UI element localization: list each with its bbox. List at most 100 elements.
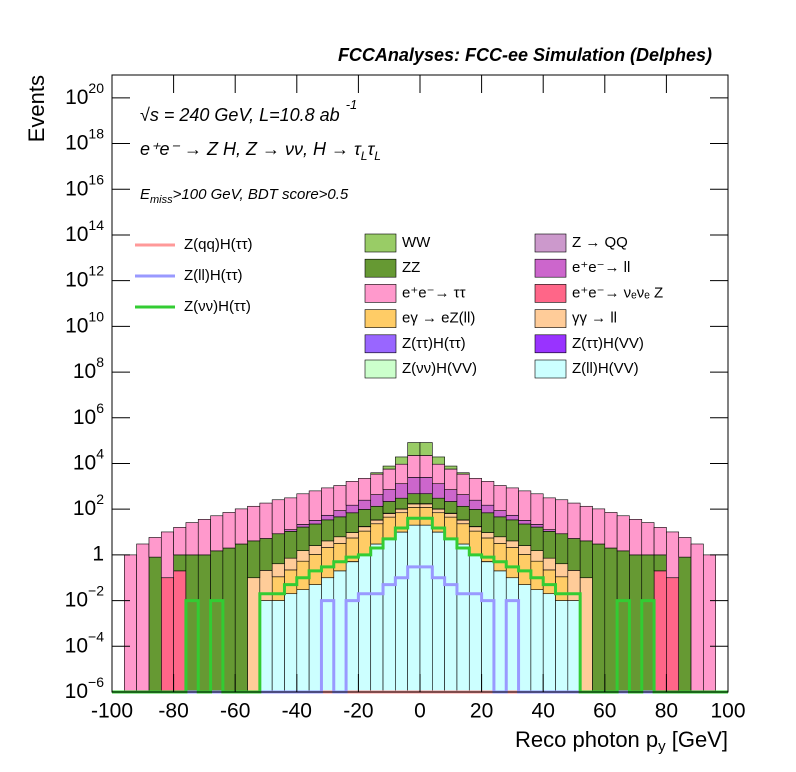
hist-bar xyxy=(456,519,470,525)
y-tick-label: 1 xyxy=(92,542,104,565)
hist-bar xyxy=(481,561,495,693)
hist-bar xyxy=(653,570,667,693)
hist-bar xyxy=(666,577,680,693)
hist-bar xyxy=(604,512,618,549)
hist-bar xyxy=(505,540,519,548)
hist-bar xyxy=(604,547,618,693)
hist-bar xyxy=(259,570,273,601)
legend-label: Z(νν)H(ττ) xyxy=(184,298,251,315)
hist-bar xyxy=(518,545,532,555)
hist-bar xyxy=(358,499,372,510)
hist-bar xyxy=(333,570,347,693)
legend-swatch xyxy=(364,359,397,379)
hist-bar xyxy=(505,577,519,693)
legend-swatch xyxy=(364,284,397,303)
hist-bar xyxy=(419,503,433,508)
y-tick-label: 1020 xyxy=(65,80,104,109)
legend-swatch xyxy=(534,334,567,354)
y-tick-exponent: 10 xyxy=(88,308,104,324)
hist-bar xyxy=(493,570,507,693)
hist-bar xyxy=(542,557,556,571)
hist-bar xyxy=(296,526,310,551)
hist-bar xyxy=(493,510,507,518)
hist-bar xyxy=(296,589,310,693)
legend-label: Z(ll)H(ττ) xyxy=(184,267,243,284)
hist-bar xyxy=(358,477,372,501)
y-tick-base: 10 xyxy=(65,588,88,611)
hist-bar xyxy=(444,516,458,540)
hist-bar xyxy=(444,513,458,518)
hist-bar xyxy=(530,550,544,562)
hist-bar xyxy=(653,527,667,556)
hist-bar xyxy=(518,523,532,546)
y-tick-label: 104 xyxy=(73,445,104,474)
x-tick-label: -40 xyxy=(282,700,312,723)
x-tick-label: 80 xyxy=(655,700,678,723)
x-axis-title-part: [GeV] xyxy=(666,727,728,752)
hist-bar xyxy=(271,576,285,601)
hist-bar xyxy=(222,512,236,549)
hist-bar xyxy=(382,538,396,693)
hist-bar xyxy=(505,547,519,579)
hist-bar xyxy=(592,508,606,545)
y-tick-base: 10 xyxy=(73,451,96,474)
hist-bar xyxy=(530,493,544,525)
hist-bar xyxy=(259,502,273,539)
hist-bar xyxy=(456,523,470,545)
hist-bar xyxy=(555,533,569,565)
hist-bar xyxy=(321,577,335,693)
hist-bar xyxy=(567,502,581,539)
legend-label: Z(ττ)H(ττ) xyxy=(402,335,466,352)
x-tick-label: -20 xyxy=(343,700,373,723)
annotation-part: e⁺e⁻ → Z H, Z → νν, H → τ xyxy=(140,139,362,159)
hist-bar xyxy=(370,505,384,521)
y-tick-exponent: 18 xyxy=(88,125,104,141)
y-tick-exponent: 8 xyxy=(96,354,104,370)
x-tick-label: 100 xyxy=(710,700,745,723)
hist-bar xyxy=(185,522,199,556)
hist-bar xyxy=(542,569,556,595)
hist-bar xyxy=(419,477,433,495)
hist-bar xyxy=(382,468,396,490)
y-tick-label: 10−6 xyxy=(65,674,105,703)
hist-bar xyxy=(358,526,372,532)
hist-bar xyxy=(592,543,606,693)
y-tick-base: 10 xyxy=(65,268,88,291)
hist-bar xyxy=(234,508,248,545)
hist-bar xyxy=(160,531,174,579)
hist-bar xyxy=(333,485,347,511)
legend-label: ZZ xyxy=(402,259,420,276)
hist-bar xyxy=(197,554,211,693)
hist-bar xyxy=(284,569,298,595)
hist-bar xyxy=(284,531,298,559)
hist-bar xyxy=(456,494,470,507)
y-tick-exponent: −2 xyxy=(88,582,104,598)
hist-bar xyxy=(160,577,174,693)
hist-bar xyxy=(407,477,421,495)
hist-bar xyxy=(345,561,359,693)
annotation-part: τ xyxy=(367,139,375,159)
hist-bar xyxy=(444,465,458,470)
hist-bar xyxy=(345,532,359,539)
y-tick-label: 10−2 xyxy=(65,582,105,611)
hist-bar xyxy=(678,537,692,558)
hist-bar xyxy=(468,477,482,501)
legend-label: e⁺e⁻→ ll xyxy=(572,259,630,276)
hist-bar xyxy=(197,519,211,556)
hist-bar xyxy=(629,519,643,556)
annotation-part: √s = 240 GeV, L=10.8 ab xyxy=(140,105,340,125)
annotation: e⁺e⁻ → Z H, Z → νν, H → τLτL xyxy=(140,139,381,163)
hist-bar xyxy=(136,543,150,693)
legend-label: WW xyxy=(402,234,431,251)
x-tick-label: 0 xyxy=(414,700,426,723)
legend-swatch xyxy=(534,309,567,328)
hist-bar xyxy=(505,514,519,521)
hist-bar xyxy=(432,483,445,499)
y-tick-label: 102 xyxy=(73,491,104,520)
hist-bar xyxy=(308,523,322,546)
annotation-part: E xyxy=(140,186,151,203)
hist-bar xyxy=(456,472,470,475)
hist-bar xyxy=(444,501,458,514)
hist-bar xyxy=(444,468,458,490)
